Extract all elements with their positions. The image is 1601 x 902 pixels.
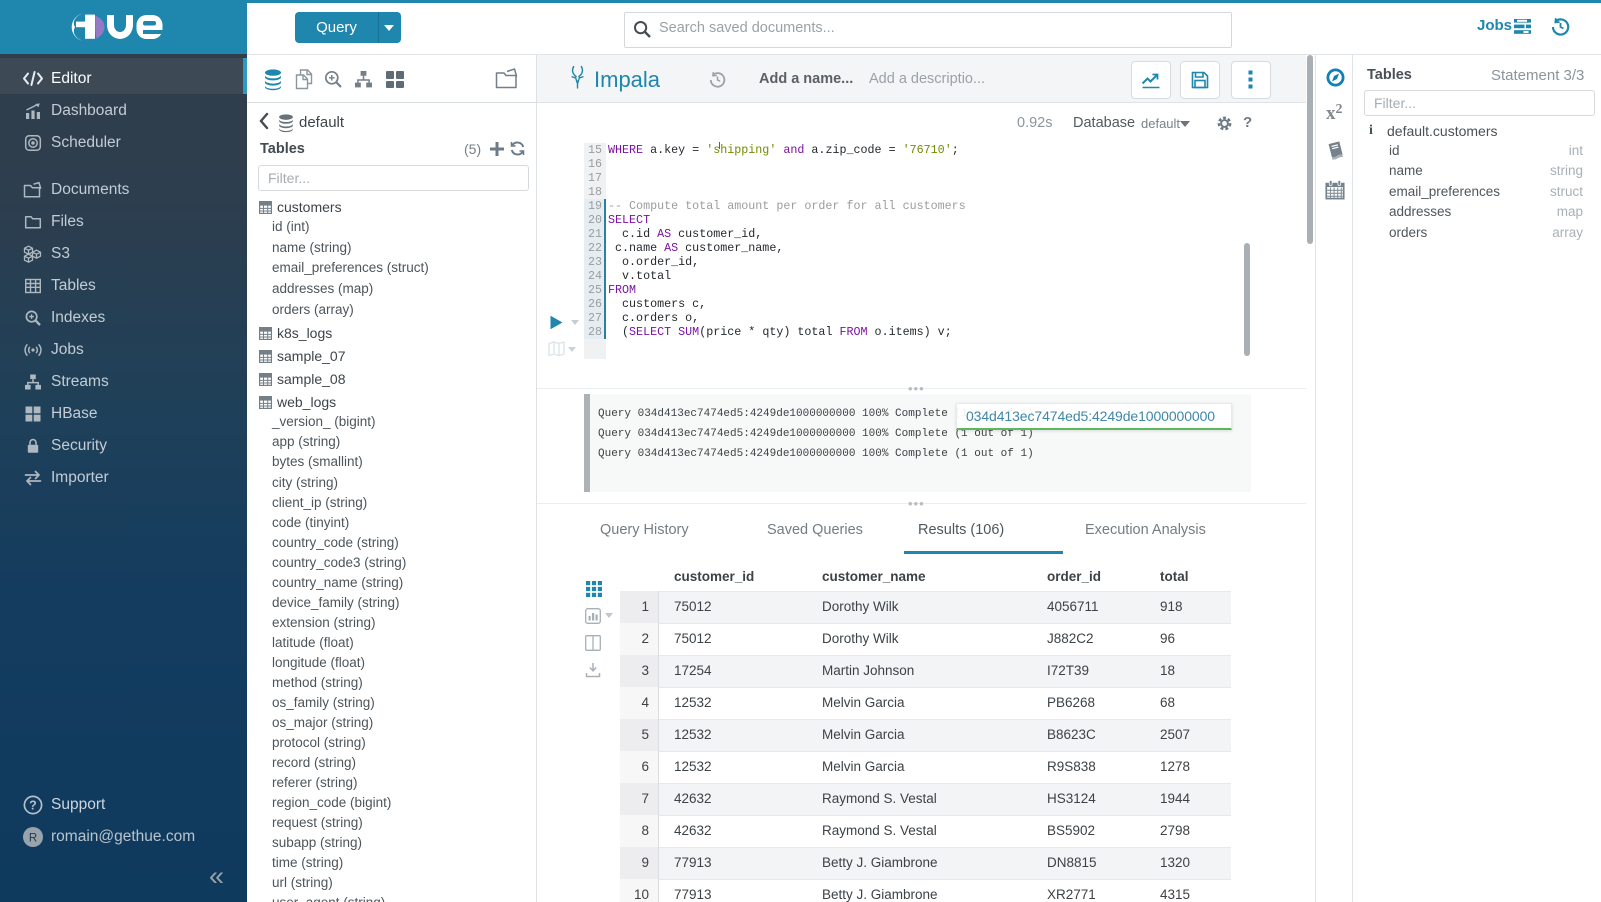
svg-text:R: R xyxy=(29,832,37,844)
svg-text:?: ? xyxy=(29,799,37,813)
